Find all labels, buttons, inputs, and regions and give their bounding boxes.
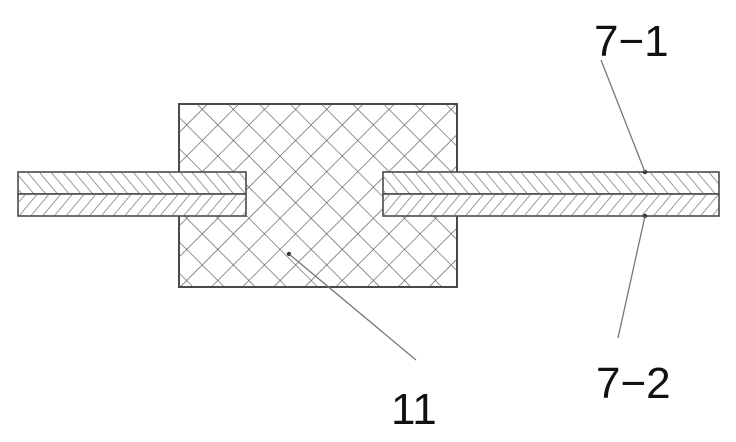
label-upper-layer: 7−1 (594, 17, 669, 66)
leader-line-lower (617, 215, 646, 339)
left-strip (17, 171, 247, 217)
right-strip (382, 171, 720, 217)
label-block: 11 (391, 385, 437, 434)
leader-line-block (288, 253, 417, 361)
leader-line-upper (600, 59, 646, 173)
label-lower-layer: 7−2 (596, 359, 671, 408)
